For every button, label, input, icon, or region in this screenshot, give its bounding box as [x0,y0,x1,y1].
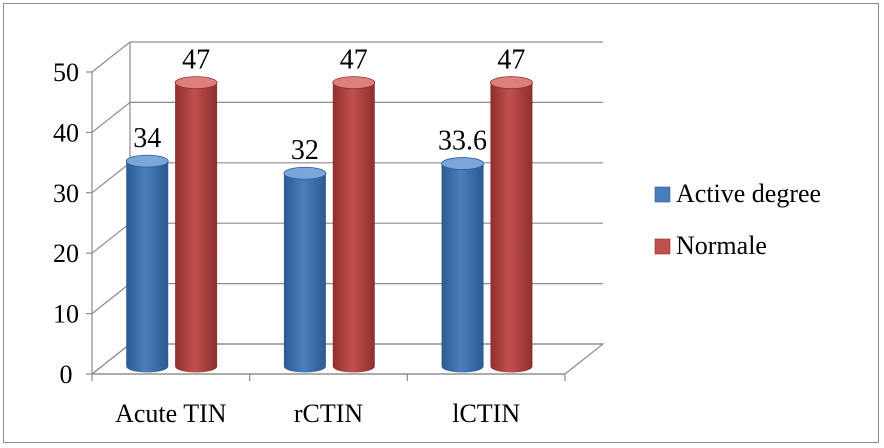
bar-body [283,173,326,373]
bar-body [490,82,533,373]
legend-item-normale: Normale [654,231,767,260]
bar-active-degree [125,154,169,373]
legend-label: Active degree [676,179,821,208]
bar-body [175,82,218,373]
y-tick-label: 0 [60,360,73,389]
data-label: 47 [182,45,210,76]
bar-body [441,163,484,373]
bar-top [332,76,376,90]
data-label: 47 [497,45,525,76]
gridline-side [91,41,131,73]
gridline-side [91,101,131,133]
y-tick-label: 50 [53,58,79,87]
data-label: 47 [340,45,368,76]
y-tick-labels: 0 10 20 30 40 50 [53,58,79,389]
bar-body [332,82,375,373]
bar-top [283,166,327,180]
x-tick-label: Acute TIN [115,399,227,428]
data-labels: 34 47 32 47 33.6 47 [133,45,525,167]
y-tick-label: 10 [53,300,79,329]
legend-item-active-degree: Active degree [654,179,821,208]
bar-top [490,76,533,90]
chart-axes [86,71,566,381]
y-tick-label: 40 [53,118,79,147]
x-tick-label: rCTIN [294,399,364,428]
x-tick-labels: Acute TIN rCTIN lCTIN [115,399,520,428]
legend-label: Normale [676,231,767,260]
legend: Active degree Normale [654,179,821,260]
bar-top [125,154,169,168]
data-label: 33.6 [438,126,487,157]
bar-normale [174,76,218,373]
gridline-side [91,162,131,194]
bars [125,76,533,373]
bar-active-degree [441,157,484,373]
legend-swatch [654,186,671,203]
y-tick-label: 30 [53,179,79,208]
x-tick-label: lCTIN [452,399,520,428]
bar-body [126,161,169,373]
bar-top [441,157,484,170]
legend-swatch [654,238,671,255]
gridline-side [91,343,131,375]
data-label: 34 [133,123,161,154]
gridline-side [91,222,131,254]
bar-active-degree [283,166,327,373]
data-label: 32 [291,135,319,166]
gridline-side [91,283,131,315]
bar-top [174,76,218,90]
bar-normale [490,76,533,373]
bar-normale [332,76,376,373]
y-tick-label: 20 [53,239,79,268]
